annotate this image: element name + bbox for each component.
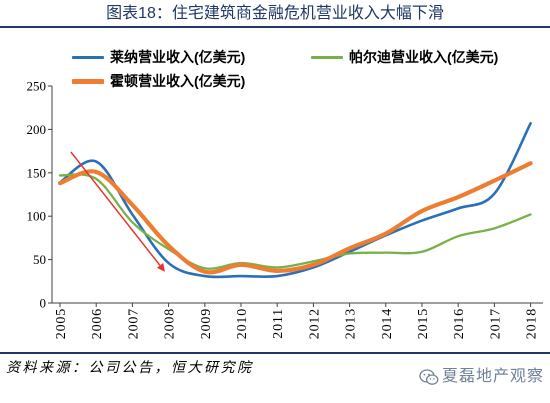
watermark-text: 夏磊地产观察 (441, 368, 544, 385)
x-tick-label: 2017 (488, 308, 503, 339)
axes: 0 50 100 150 200 250 2005 2006 2007 2008 2009 2010 2… (27, 79, 543, 339)
legend-item-pulte: 帕尔迪营业收入(亿美元) (311, 48, 498, 66)
lennar-data-point (456, 206, 460, 210)
x-tick-label: 2006 (90, 308, 105, 339)
horton-data-point (384, 232, 388, 236)
horton-data-point (348, 246, 352, 250)
horton-data-point (203, 270, 207, 274)
lennar-data-point (275, 274, 279, 278)
x-tick-label: 2016 (452, 308, 467, 339)
legend-label-horton: 霍顿营业收入(亿美元) (110, 73, 246, 89)
series-lennar (58, 121, 533, 279)
legend: 莱纳营业收入(亿美元) 帕尔迪营业收入(亿美元) 霍顿营业收入(亿美元) (72, 48, 512, 92)
y-tick-label: 250 (27, 79, 47, 94)
lennar-data-point (239, 274, 243, 278)
legend-swatch-lennar (72, 55, 104, 59)
pulte-data-point (130, 220, 134, 224)
x-tick-label: 2018 (525, 308, 540, 339)
x-tick-label: 2009 (199, 308, 214, 339)
legend-swatch-pulte (311, 55, 343, 59)
lennar-data-point (94, 160, 98, 164)
horton-data-point (239, 263, 243, 267)
x-tick-label: 2011 (271, 308, 286, 339)
y-tick-label: 150 (27, 165, 47, 180)
horton-data-point (492, 179, 496, 183)
horton-data-point (130, 203, 134, 207)
source-note: 资料来源：公司公告，恒大研究院 (6, 359, 254, 375)
pulte-data-point (492, 226, 496, 230)
wechat-icon (419, 368, 439, 386)
pulte-data-point (348, 252, 352, 256)
chart-title: 图表18：住宅建筑商金融危机营业收入大幅下滑 (106, 5, 444, 22)
x-tick-label: 2014 (380, 308, 395, 339)
revenue-line-chart: 0 50 100 150 200 250 2005 2006 2007 2008 2009 2010 2… (27, 79, 543, 339)
x-tick-label: 2010 (235, 308, 250, 339)
lennar-data-point (167, 261, 171, 265)
series-pulte (58, 173, 533, 270)
lennar-data-point (492, 192, 496, 196)
y-tick-label: 0 (40, 296, 47, 311)
lennar-data-point (529, 121, 533, 125)
legend-item-horton: 霍顿营业收入(亿美元) (72, 72, 245, 90)
lennar-data-point (420, 219, 424, 223)
horton-data-point (311, 263, 315, 267)
legend-label-pulte: 帕尔迪营业收入(亿美元) (349, 49, 499, 65)
pulte-data-point (94, 177, 98, 181)
series-line-lennar (58, 122, 532, 279)
y-tick-label: 50 (33, 252, 46, 267)
legend-label-lennar: 莱纳营业收入(亿美元) (110, 49, 246, 65)
series-line-horton (57, 161, 533, 275)
x-tick-label: 2015 (416, 308, 431, 339)
horton-data-point (420, 209, 424, 213)
x-tick-label: 2008 (163, 308, 178, 339)
watermark: 夏磊地产观察 (419, 368, 544, 386)
series-horton (57, 161, 533, 275)
x-tick-label: 2012 (307, 308, 322, 339)
horton-data-point (529, 161, 533, 165)
pulte-data-point (58, 173, 62, 177)
pulte-data-point (420, 250, 424, 254)
x-tick-label: 2005 (54, 308, 69, 339)
decline-arrow-line (70, 151, 161, 266)
x-tick-label: 2007 (126, 308, 141, 339)
horton-data-point (456, 195, 460, 199)
horton-data-point (58, 181, 62, 185)
pulte-data-point (384, 251, 388, 255)
lennar-data-point (203, 274, 207, 278)
lennar-data-point (130, 212, 134, 216)
horton-data-point (167, 244, 171, 248)
pulte-data-point (456, 234, 460, 238)
footer-rule (0, 352, 550, 354)
title-underline (0, 26, 550, 28)
legend-item-lennar: 莱纳营业收入(亿美元) (72, 48, 245, 66)
y-tick-label: 200 (27, 122, 47, 137)
x-tick-label: 2013 (344, 308, 359, 339)
horton-data-point (275, 269, 279, 273)
pulte-data-point (529, 212, 533, 216)
decline-arrow (70, 151, 165, 272)
decline-arrow-head (156, 262, 165, 272)
y-tick-label: 100 (27, 209, 47, 224)
series-line-pulte (58, 173, 532, 270)
series-lines (57, 121, 533, 279)
legend-swatch-horton (72, 78, 104, 84)
horton-data-point (94, 170, 98, 174)
annotations (70, 151, 165, 272)
